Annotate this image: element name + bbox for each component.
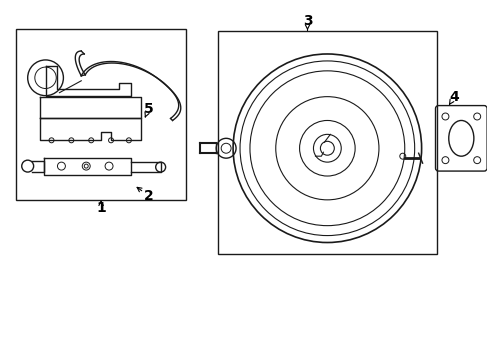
Bar [16, 29, 186, 200]
Text: 2: 2 [143, 189, 153, 203]
Text: 1: 1 [96, 201, 106, 215]
Text: 3: 3 [302, 14, 312, 28]
Bar [218, 31, 436, 255]
Text: 4: 4 [448, 90, 458, 104]
Text: 5: 5 [143, 102, 153, 116]
